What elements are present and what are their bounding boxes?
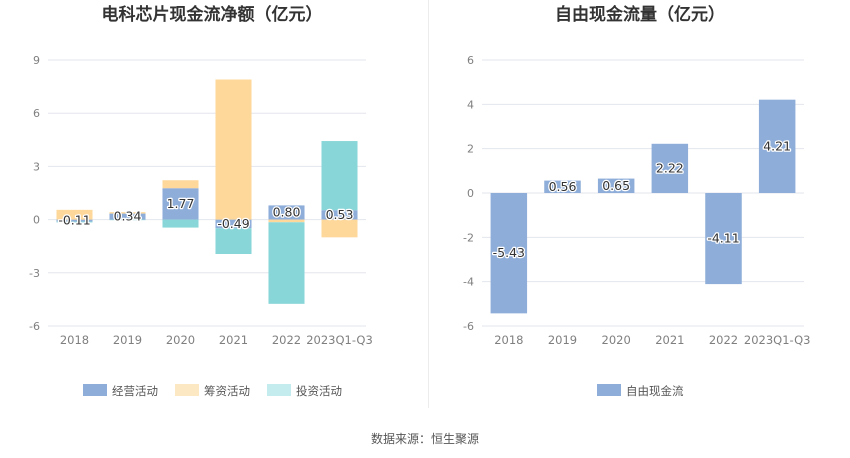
legend-label: 经营活动 <box>112 384 158 398</box>
data-label: 0.56 <box>549 179 577 194</box>
panel-divider <box>428 0 429 408</box>
bar-筹资活动 <box>162 180 199 189</box>
bar-筹资活动 <box>268 219 305 223</box>
chart-title: 自由现金流量（亿元） <box>555 4 725 25</box>
y-tick-label: 6 <box>33 107 40 120</box>
legend-label: 投资活动 <box>296 384 342 398</box>
bar-经营活动 <box>56 219 93 222</box>
x-tick-label: 2023Q1-Q3 <box>744 333 811 347</box>
bar-筹资活动 <box>215 79 252 220</box>
x-tick-label: 2022 <box>272 333 301 347</box>
x-tick-label: 2021 <box>219 333 248 347</box>
data-source-note: 数据来源：恒生聚源 <box>0 430 850 447</box>
bar-投资活动 <box>215 228 252 255</box>
bar-投资活动 <box>109 219 146 221</box>
data-label: -0.49 <box>217 216 249 231</box>
x-tick-label: 2018 <box>494 333 523 347</box>
bar-投资活动 <box>268 222 305 304</box>
x-tick-label: 2021 <box>655 333 684 347</box>
bar-自由现金流 <box>705 193 742 285</box>
y-tick-label: 9 <box>33 54 40 67</box>
bar-自由现金流 <box>544 180 581 193</box>
data-source-text: 数据来源：恒生聚源 <box>370 432 479 446</box>
bar-自由现金流 <box>597 178 635 193</box>
x-tick-label: 2020 <box>166 333 195 347</box>
bar-筹资活动 <box>321 219 358 238</box>
data-label: 0.53 <box>326 207 354 222</box>
chart-free-cashflow: 自由现金流量（亿元） -6 -4 -2 0 2 4 6 2018 2019 2020 2021 2022… <box>463 4 811 398</box>
y-tick-label: -2 <box>463 231 474 244</box>
y-tick-label: -6 <box>463 320 474 333</box>
x-tick-label: 2019 <box>548 333 577 347</box>
chart-cashflow-net: 电科芯片现金流净额（亿元） -6 -3 0 3 6 9 2018 2019 2020 2021 202… <box>29 4 373 398</box>
y-tick-label: -4 <box>463 276 474 289</box>
chart-title: 电科芯片现金流净额（亿元） <box>102 4 323 25</box>
bar-自由现金流 <box>651 143 689 193</box>
y-tick-label: 3 <box>33 160 40 173</box>
bar-投资活动 <box>162 219 199 228</box>
bar-自由现金流 <box>490 193 528 314</box>
data-label: -4.11 <box>707 231 739 246</box>
legend-swatch <box>83 384 107 396</box>
data-label: 2.22 <box>656 160 684 175</box>
data-label: 0.34 <box>114 209 142 224</box>
x-tick-label: 2020 <box>602 333 631 347</box>
y-tick-label: -6 <box>29 320 40 333</box>
bar-投资活动 <box>321 141 358 211</box>
data-label: 0.80 <box>273 205 301 220</box>
data-label: -5.43 <box>493 245 525 260</box>
x-tick-label: 2022 <box>709 333 738 347</box>
bar-经营活动 <box>109 213 146 220</box>
bar-经营活动 <box>215 219 252 229</box>
bar-自由现金流 <box>758 99 796 193</box>
y-tick-label: 0 <box>467 187 474 200</box>
y-tick-label: 0 <box>33 214 40 227</box>
x-tick-label: 2019 <box>113 333 142 347</box>
legend-swatch <box>175 384 199 396</box>
data-label: -0.11 <box>58 213 90 228</box>
data-label: 0.65 <box>602 178 630 193</box>
bar-投资活动 <box>56 221 93 223</box>
legend-label: 自由现金流 <box>626 384 684 398</box>
legend-label: 筹资活动 <box>204 384 250 398</box>
data-label: 1.77 <box>167 196 195 211</box>
legend-swatch <box>597 384 621 396</box>
y-tick-label: -3 <box>29 267 40 280</box>
data-label: 4.21 <box>763 138 791 153</box>
bar-经营活动 <box>321 210 358 220</box>
y-tick-label: 6 <box>467 54 474 67</box>
y-tick-label: 4 <box>467 98 474 111</box>
bar-经营活动 <box>268 205 305 220</box>
bar-筹资活动 <box>109 212 146 214</box>
bar-经营活动 <box>162 188 199 220</box>
bar-筹资活动 <box>56 209 93 220</box>
x-tick-label: 2023Q1-Q3 <box>306 333 373 347</box>
x-tick-label: 2018 <box>60 333 89 347</box>
y-tick-label: 2 <box>467 143 474 156</box>
legend-swatch <box>267 384 291 396</box>
